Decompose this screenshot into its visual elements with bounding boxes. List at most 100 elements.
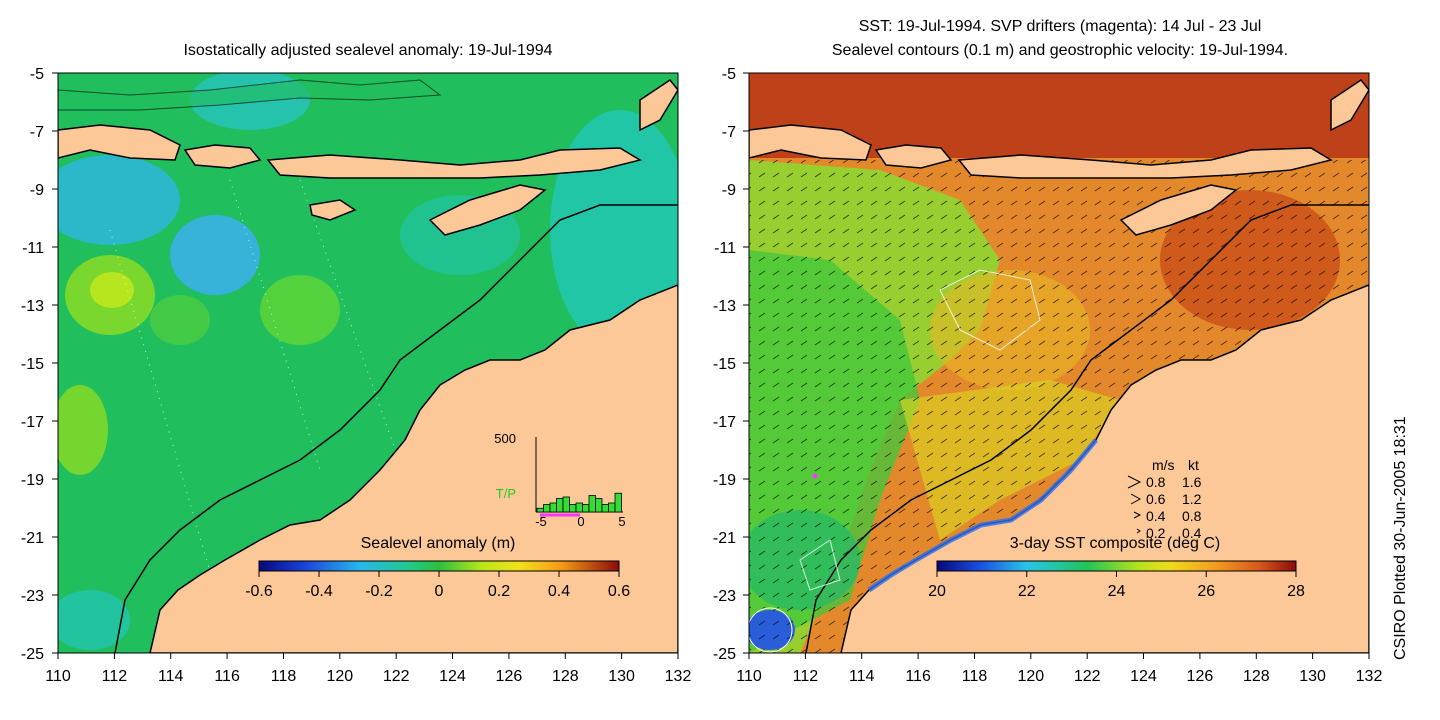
lat-label: -15	[713, 356, 736, 373]
inset-bar	[608, 502, 616, 513]
drifter-marker	[812, 473, 818, 479]
sealevel-anomaly-map: -5 -7 -9 -11 -13 -15 -17 -19 -21 -23 -25…	[21, 66, 692, 685]
lat-label: -19	[713, 472, 736, 489]
inset-series-label: T/P	[496, 486, 516, 501]
lesser-sunda-islands	[957, 147, 1333, 179]
legend-kt: 0.8	[1182, 508, 1202, 524]
lon-label: 114	[158, 668, 184, 685]
inset-bar	[569, 504, 577, 513]
lesser-sunda-islands	[266, 147, 642, 179]
lon-label: 128	[1243, 668, 1270, 685]
inset-bar	[601, 504, 609, 513]
anomaly-field	[58, 73, 678, 653]
inset-bar	[582, 504, 590, 513]
left-lon-axis: 110 112 114 116 118 120 122 124 126 128 …	[45, 653, 691, 685]
lon-label: 124	[439, 668, 466, 685]
left-map-title: Isostatically adjusted sealevel anomaly:…	[183, 42, 553, 59]
right-lon-axis: 110 112 114 116 118 120 122 124 126 128 …	[736, 653, 1382, 685]
colorbar-tick: 0.4	[548, 583, 570, 600]
lon-label: 116	[905, 668, 931, 685]
lon-label: 124	[1130, 668, 1157, 685]
legend-arrow-icon	[1130, 493, 1142, 505]
inset-bar	[536, 507, 544, 513]
legend-ms: 0.8	[1146, 474, 1166, 490]
inset-ymax-label: 500	[494, 431, 516, 446]
java-island	[749, 124, 872, 161]
plot-credit-text: CSIRO Plotted 30-Jun-2005 18:31	[1392, 416, 1409, 660]
velocity-legend: m/s kt 0.8 1.6 0.6 1.2 0.4 0.8 0.2 0.4	[1127, 457, 1202, 541]
lon-label: 120	[1017, 668, 1044, 685]
lat-label: -5	[722, 66, 736, 83]
lat-label: -9	[30, 182, 44, 199]
colorbar-tick: 0	[435, 583, 444, 600]
lon-label: 114	[849, 668, 875, 685]
inset-bar	[595, 498, 603, 513]
colorbar-tick: -0.2	[365, 583, 393, 600]
inset-x-tick: 5	[618, 514, 625, 529]
right-lat-axis: -5 -7 -9 -11 -13 -15 -17 -19 -21 -23 -25	[713, 66, 749, 663]
lon-label: 126	[1187, 668, 1214, 685]
colorbar-tick: 24	[1108, 583, 1126, 600]
legend-kt: 0.4	[1182, 525, 1202, 541]
lat-label: -17	[713, 414, 736, 431]
lat-label: -21	[713, 530, 736, 547]
sst-colorbar-label: 3-day SST composite (deg C)	[1010, 535, 1220, 552]
lon-label: 110	[736, 668, 762, 685]
inset-bar	[588, 495, 596, 513]
legend-ms: 0.4	[1146, 508, 1166, 524]
lat-label: -15	[21, 356, 44, 373]
colorbar-tick: 0.2	[488, 583, 510, 600]
colorbar-tick: 26	[1197, 583, 1215, 600]
lon-label: 132	[1356, 668, 1383, 685]
sst-colorbar: 3-day SST composite (deg C) 20 22 24 26 …	[928, 535, 1305, 600]
lon-label: 110	[45, 668, 71, 685]
lon-label: 112	[793, 668, 819, 685]
sealevel-colorbar-label: Sealevel anomaly (m)	[361, 535, 516, 552]
lon-label: 126	[496, 668, 523, 685]
lon-label: 130	[608, 668, 635, 685]
lat-label: -9	[722, 182, 736, 199]
lon-label: 112	[102, 668, 128, 685]
lat-label: -23	[21, 588, 44, 605]
legend-header-kt: kt	[1188, 457, 1199, 473]
colorbar-tick: 20	[928, 583, 946, 600]
lon-label: 122	[383, 668, 410, 685]
legend-arrow-icon	[1133, 511, 1142, 519]
lat-label: -13	[713, 298, 736, 315]
lon-label: 120	[326, 668, 353, 685]
legend-ms: 0.2	[1146, 525, 1166, 541]
legend-kt: 1.6	[1182, 474, 1202, 490]
lat-label: -25	[21, 646, 44, 663]
lat-label: -7	[722, 124, 736, 141]
lon-label: 122	[1074, 668, 1101, 685]
inset-x-tick: 0	[577, 514, 584, 529]
tp-inset-histogram: 500 T/P -5 0 5	[494, 431, 625, 529]
sst-velocity-map: -5 -7 -9 -11 -13 -15 -17 -19 -21 -23 -25…	[713, 66, 1383, 685]
lat-label: -23	[713, 588, 736, 605]
lat-label: -17	[21, 414, 44, 431]
right-map-title-line2: Sealevel contours (0.1 m) and geostrophi…	[831, 42, 1289, 59]
inset-bar	[614, 492, 622, 513]
timor-island	[1119, 184, 1238, 236]
inset-bar	[562, 496, 570, 513]
lat-label: -21	[21, 530, 44, 547]
lat-label: -25	[713, 646, 736, 663]
colorbar-tick: 28	[1287, 583, 1305, 600]
sealevel-colorbar: Sealevel anomaly (m) -0.6 -0.4 -0.2 0 0.…	[245, 535, 630, 600]
timor-island	[428, 184, 547, 236]
java-island	[58, 124, 181, 161]
lon-label: 118	[962, 668, 988, 685]
lat-label: -11	[714, 240, 736, 257]
right-map-title-line1: SST: 19-Jul-1994. SVP drifters (magenta)…	[858, 18, 1262, 35]
colorbar-tick: 0.6	[608, 583, 630, 600]
colorbar-tick: 22	[1018, 583, 1036, 600]
lon-label: 116	[214, 668, 240, 685]
legend-ms: 0.6	[1146, 491, 1166, 507]
lat-label: -13	[21, 298, 44, 315]
inset-bar	[549, 502, 557, 513]
legend-arrow-icon	[1136, 528, 1141, 534]
legend-kt: 1.2	[1182, 491, 1202, 507]
colorbar-tick: -0.6	[245, 583, 273, 600]
inset-bar	[575, 502, 583, 513]
legend-header-ms: m/s	[1152, 457, 1175, 473]
